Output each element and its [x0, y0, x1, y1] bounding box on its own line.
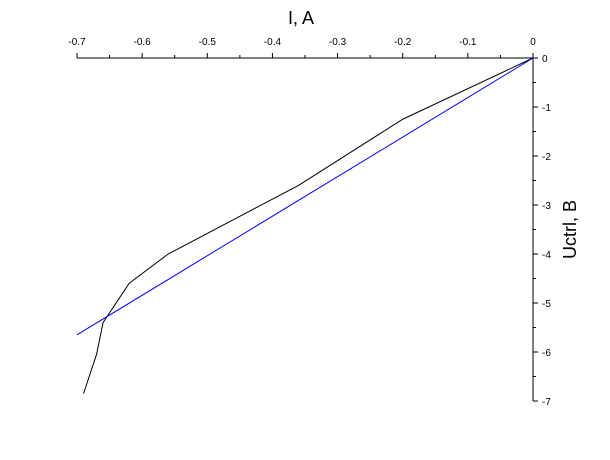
series-line-2 — [76, 57, 534, 336]
y-tick-label: -6 — [542, 348, 551, 359]
x-tick-label: 0 — [530, 37, 536, 48]
x-axis-ticks: -0.7 -0.6 -0.5 -0.4 -0.3 -0.2 -0.1 0 — [68, 37, 536, 58]
x-tick-label: -0.4 — [264, 37, 282, 48]
y-tick-label: -7 — [542, 397, 551, 408]
y-tick-label: -5 — [542, 299, 551, 310]
x-tick-label: -0.1 — [459, 37, 477, 48]
x-tick-label: -0.6 — [134, 37, 152, 48]
y-axis-title: Uctrl, B — [560, 200, 580, 259]
y-tick-label: -4 — [542, 250, 551, 261]
axes: -0.7 -0.6 -0.5 -0.4 -0.3 -0.2 -0.1 0 0 -1 -2 -3 -4 -… — [68, 37, 551, 408]
x-axis-title: I, A — [288, 8, 314, 28]
series-lines — [76, 57, 534, 394]
x-tick-label: -0.5 — [199, 37, 217, 48]
series-line-1 — [83, 57, 534, 394]
x-tick-label: -0.3 — [329, 37, 347, 48]
y-tick-label: 0 — [542, 54, 548, 65]
y-tick-label: -2 — [542, 152, 551, 163]
x-tick-label: -0.7 — [68, 37, 86, 48]
y-tick-label: -1 — [542, 103, 551, 114]
y-axis-ticks: 0 -1 -2 -3 -4 -5 -6 -7 — [533, 54, 551, 408]
y-tick-label: -3 — [542, 201, 551, 212]
x-tick-label: -0.2 — [394, 37, 412, 48]
